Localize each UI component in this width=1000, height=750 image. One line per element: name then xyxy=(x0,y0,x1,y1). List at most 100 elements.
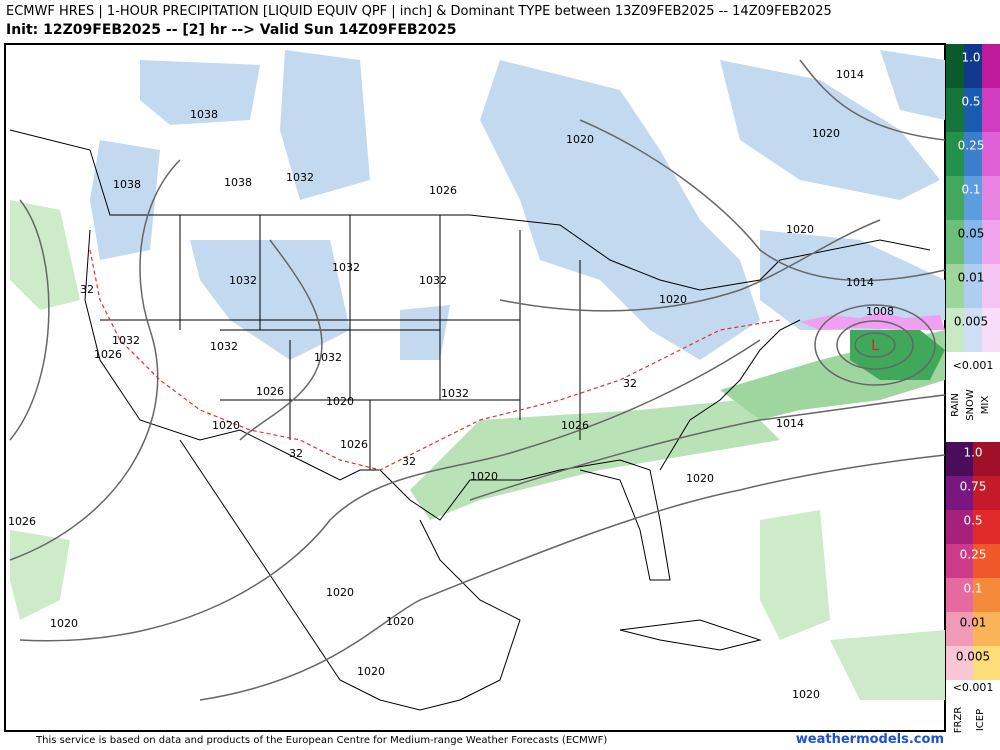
legend-swatch xyxy=(946,132,964,176)
pressure-label: 1038 xyxy=(113,178,141,191)
low-marker: L xyxy=(871,338,879,354)
pressure-label: 1020 xyxy=(326,586,354,599)
pressure-label: 1020 xyxy=(357,665,385,678)
legend-swatch xyxy=(982,132,1000,176)
pressure-label: 1014 xyxy=(776,417,804,430)
legend-swatch xyxy=(946,88,964,132)
legend-type: ICEP xyxy=(975,709,986,731)
legend-swatch xyxy=(973,442,1000,476)
pressure-label: 1020 xyxy=(659,293,687,306)
legend-swatch xyxy=(964,176,982,220)
pressure-label: 1032 xyxy=(419,274,447,287)
pressure-label: 1026 xyxy=(340,438,368,451)
legend-swatch xyxy=(946,264,964,308)
legend-swatch xyxy=(973,578,1000,612)
legend-swatch xyxy=(946,578,973,612)
legend-level: 1.0 xyxy=(961,51,980,65)
legend-swatch xyxy=(973,612,1000,646)
legend-level: 0.75 xyxy=(960,480,987,494)
pressure-label: 1020 xyxy=(386,615,414,628)
legend-swatch xyxy=(973,510,1000,544)
legend-swatch xyxy=(946,612,973,646)
legend-swatch xyxy=(964,44,982,88)
legend-swatch xyxy=(946,442,973,476)
borders xyxy=(9,129,931,711)
legend-level: 0.5 xyxy=(963,514,982,528)
legend-swatch xyxy=(946,646,973,680)
legend-type: RAIN xyxy=(950,393,961,417)
legend-swatch xyxy=(982,88,1000,132)
legend-swatch xyxy=(946,544,973,578)
pressure-label: 32 xyxy=(402,455,416,468)
legend-swatch xyxy=(964,264,982,308)
pressure-label: 1032 xyxy=(332,261,360,274)
pressure-label: 1020 xyxy=(566,133,594,146)
legend-swatch xyxy=(946,220,964,264)
pressure-label: 1026 xyxy=(8,515,36,528)
legend-swatch xyxy=(946,510,973,544)
pressure-label: 1020 xyxy=(212,419,240,432)
legend-level: 0.01 xyxy=(958,271,985,285)
legend-swatch xyxy=(982,220,1000,264)
legend-level: 1.0 xyxy=(963,446,982,460)
brand: weathermodels.com xyxy=(795,732,944,747)
freezing-line xyxy=(89,249,781,471)
pressure-label: 1020 xyxy=(792,688,820,701)
pressure-label: 1026 xyxy=(561,419,589,432)
legend-swatch xyxy=(973,544,1000,578)
pressure-label: 1026 xyxy=(94,348,122,361)
pressure-label: 1038 xyxy=(224,176,252,189)
legend-swatch xyxy=(982,44,1000,88)
legend-level: 0.005 xyxy=(956,650,990,664)
pressure-label: 1032 xyxy=(314,351,342,364)
pressure-label: 1032 xyxy=(229,274,257,287)
legend-level: 0.05 xyxy=(958,227,985,241)
pressure-label: 1020 xyxy=(50,617,78,630)
legend-swatch xyxy=(964,132,982,176)
pressure-label: 32 xyxy=(623,377,637,390)
legend-level: 0.5 xyxy=(961,95,980,109)
pressure-label: 1020 xyxy=(470,470,498,483)
pressure-label: 1032 xyxy=(441,387,469,400)
legend-swatch xyxy=(973,476,1000,510)
legend-type: SNOW xyxy=(965,389,976,421)
legend: 1.0 0.5 0.25 0.1 0.05 0.01 0.005 <0.001 RAIN SNOW… xyxy=(946,44,1000,733)
pressure-label: 1032 xyxy=(112,334,140,347)
legend-swatch xyxy=(964,88,982,132)
legend-swatch xyxy=(982,176,1000,220)
legend-swatch xyxy=(946,176,964,220)
legend-swatch xyxy=(973,646,1000,680)
legend-swatch xyxy=(964,308,982,352)
pressure-label: 1014 xyxy=(836,68,864,81)
legend-swatch xyxy=(946,44,964,88)
pressure-label: 1032 xyxy=(286,171,314,184)
pressure-label: 32 xyxy=(289,447,303,460)
legend-swatch xyxy=(982,308,1000,352)
subtitle: Init: 12Z09FEB2025 -- [2] hr --> Valid S… xyxy=(6,22,457,38)
pressure-label: 1020 xyxy=(786,223,814,236)
title: ECMWF HRES | 1-HOUR PRECIPITATION [LIQUI… xyxy=(6,4,832,19)
pressure-label: 1026 xyxy=(256,385,284,398)
isobars xyxy=(9,59,946,701)
legend-swatch xyxy=(946,476,973,510)
legend-level: 0.1 xyxy=(963,582,982,596)
legend-level: 0.25 xyxy=(960,548,987,562)
legend-swatch xyxy=(964,220,982,264)
legend-type: MIX xyxy=(980,396,991,415)
legend-level: 0.005 xyxy=(954,315,988,329)
legend-level: 0.25 xyxy=(958,139,985,153)
pressure-label: 32 xyxy=(80,283,94,296)
pressure-label: 1032 xyxy=(210,340,238,353)
pressure-label: 1020 xyxy=(812,127,840,140)
pressure-label: 1008 xyxy=(866,305,894,318)
legend-level: 0.01 xyxy=(960,616,987,630)
pressure-label: 1020 xyxy=(326,395,354,408)
legend-swatch xyxy=(946,308,964,352)
legend-type: FRZR xyxy=(953,707,964,734)
pressure-label: 1020 xyxy=(686,472,714,485)
pressure-label: 1014 xyxy=(846,276,874,289)
legend-min: <0.001 xyxy=(953,681,994,694)
